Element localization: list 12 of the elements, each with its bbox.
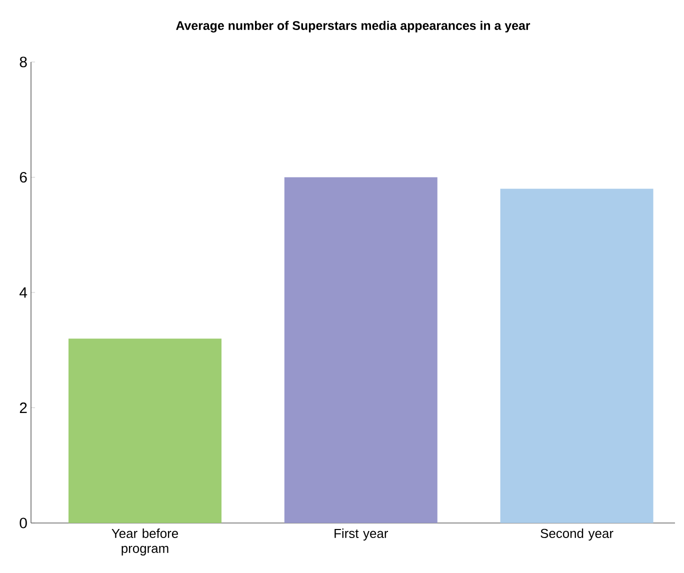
x-tick-label: Second year <box>540 528 614 541</box>
y-tick-label: 2 <box>20 402 27 413</box>
y-tick-label: 4 <box>20 287 28 298</box>
y-tick-label: 6 <box>20 172 27 183</box>
bar <box>500 188 654 523</box>
x-tick-label: First year <box>334 528 388 541</box>
x-tick-label: Year before program <box>112 528 178 556</box>
chart-title: Average number of Superstars media appearances in a year <box>176 20 530 32</box>
y-tick-label: 0 <box>20 518 27 528</box>
bar <box>284 177 438 523</box>
bar <box>68 338 222 523</box>
y-tick-label: 8 <box>20 56 27 68</box>
